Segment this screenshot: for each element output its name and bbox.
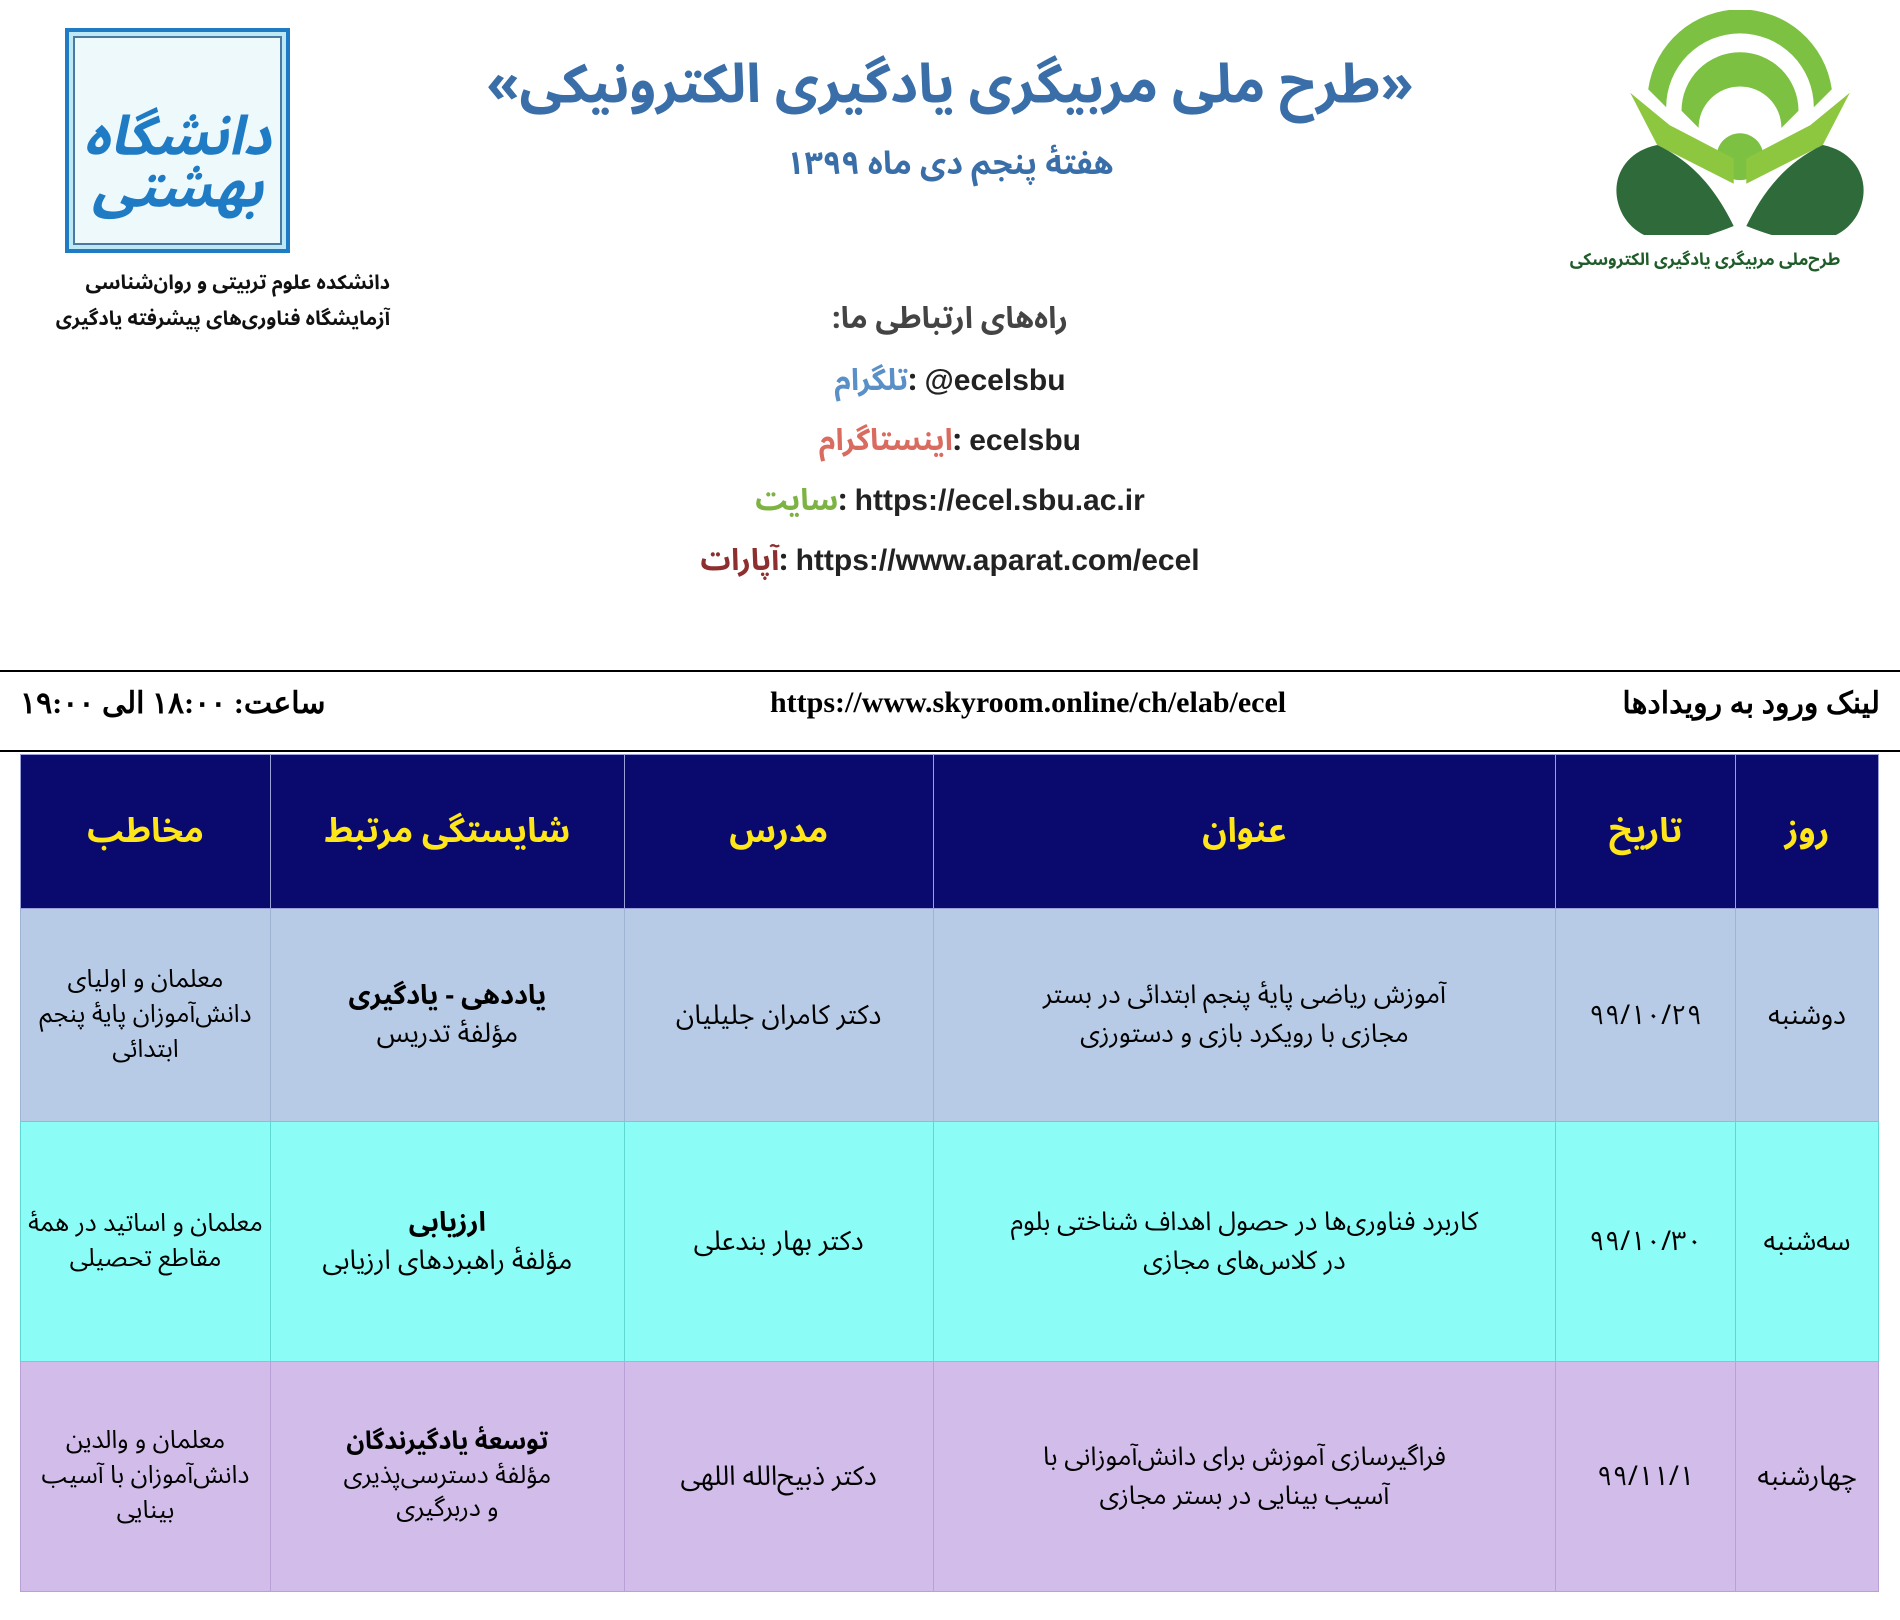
svg-text:بهشتی: بهشتی <box>92 133 264 235</box>
